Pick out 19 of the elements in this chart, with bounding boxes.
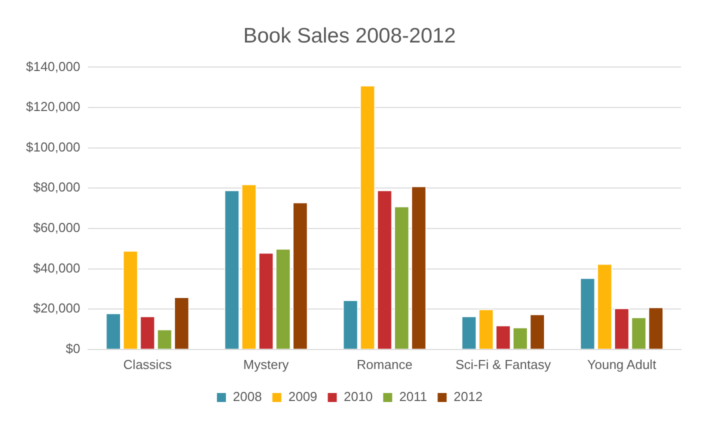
y-tick-label: $140,000 [26, 58, 80, 74]
y-tick-label: $80,000 [33, 180, 80, 195]
y-tick-label: $40,000 [33, 260, 80, 276]
legend-label: 2009 [288, 389, 318, 404]
chart-title: Book Sales 2008-2012 [243, 24, 456, 48]
legend-label: 2010 [344, 389, 373, 404]
x-tick-label: Sci-Fi & Fantasy [455, 356, 552, 372]
legend-label: 2011 [399, 389, 428, 404]
x-tick-label: Young Adult [587, 356, 657, 372]
x-tick-label: Mystery [243, 356, 290, 372]
x-tick-label: Romance [356, 356, 412, 372]
legend-label: 2012 [454, 389, 483, 404]
y-tick-label: $120,000 [26, 99, 80, 114]
legend-label: 2008 [232, 389, 262, 404]
y-tick-label: $20,000 [33, 300, 80, 316]
y-tick-label: $60,000 [33, 220, 80, 236]
x-tick-label: Classics [123, 356, 172, 372]
y-tick-label: $0 [66, 340, 80, 356]
y-tick-label: $100,000 [26, 139, 80, 154]
